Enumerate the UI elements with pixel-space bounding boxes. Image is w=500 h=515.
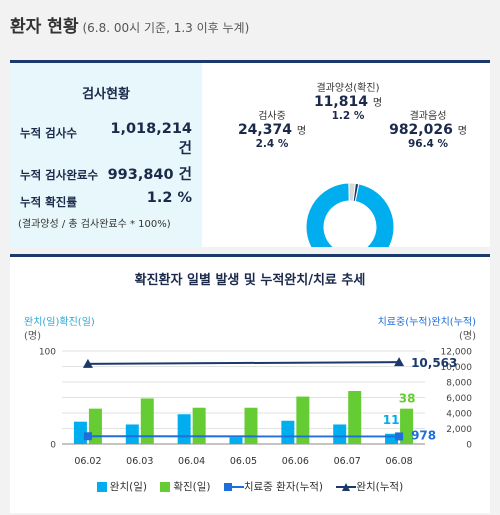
cumulative-tests-value: 1,018,214 건 — [110, 121, 192, 158]
bar-recovered-daily — [125, 424, 139, 444]
right-axis-unit: (명) — [458, 331, 476, 342]
label-treating-cumulative-last: 978 — [411, 428, 436, 442]
negative-value: 982,026 — [389, 122, 453, 138]
legend-treating-cumulative: 치료중 환자(누적) — [223, 479, 324, 494]
marker-treating — [83, 432, 92, 441]
legend-recovered-daily: 완치(일) — [96, 479, 147, 494]
negative-pct: 96.4 % — [407, 138, 449, 150]
completed-tests-label: 누적 검사완료수 — [20, 168, 99, 182]
bar-recovered-daily — [333, 424, 347, 444]
legend-swatch — [160, 481, 171, 492]
bar-confirmed-daily — [296, 396, 310, 444]
positive-rate-label: 누적 확진률 — [20, 195, 77, 209]
pie-label-testing: 검사중 24,374 명 2.4 % — [232, 107, 312, 150]
pie-label-positive: 결과양성(확진) 11,814 명 1.2 % — [298, 79, 398, 122]
completed-tests-value: 993,840 건 — [107, 167, 192, 183]
pie-label-negative: 결과음성 982,026 명 96.4 % — [378, 107, 478, 150]
bar-confirmed-daily — [348, 390, 362, 444]
marker-recovered — [82, 358, 93, 368]
testing-label: 검사중 — [258, 111, 286, 122]
positive-label: 결과양성(확진) — [316, 83, 380, 94]
bar-confirmed-daily — [192, 407, 206, 444]
right-tick-label: 4,000 — [446, 410, 472, 420]
x-tick-label: 06.05 — [230, 456, 257, 467]
negative-unit: 명 — [457, 126, 467, 137]
bar-confirmed-daily — [88, 408, 102, 444]
legend-text: 완치(일) — [109, 481, 147, 493]
testing-value: 24,374 — [237, 122, 292, 138]
left-tick-label: 0 — [50, 441, 56, 451]
legend-text: 치료중 환자(누적) — [243, 481, 324, 493]
testing-unit: 명 — [296, 126, 307, 137]
positive-rate-value: 1.2 % — [146, 190, 192, 206]
x-tick-label: 06.07 — [334, 456, 361, 467]
right-tick-label: 0 — [466, 441, 472, 451]
chart-legend: 완치(일) 확진(일) 치료중 환자(누적) 완치(누적) — [10, 479, 490, 495]
test-status-box: 검사현황 누적 검사수 1,018,214 건 누적 검사완료수 993,840… — [10, 63, 202, 247]
positive-pct: 1.2 % — [331, 110, 365, 122]
donut-slice-negative — [305, 182, 395, 247]
bar-recovered-daily — [177, 414, 191, 444]
chart-title: 확진환자 일별 발생 및 누적완치/치료 추세 — [134, 273, 366, 288]
legend-swatch — [223, 482, 244, 491]
legend-text: 확진(일) — [173, 481, 211, 493]
test-result-donut-chart — [305, 182, 395, 247]
x-tick-label: 06.06 — [282, 456, 309, 467]
negative-label: 결과음성 — [409, 111, 447, 122]
marker-treating — [395, 432, 404, 441]
page-title: 환자 현황 — [10, 17, 79, 37]
page-subtitle: (6.8. 00시 기준, 1.3 이후 누계) — [82, 21, 250, 35]
legend-swatch — [336, 482, 357, 491]
bar-confirmed-daily — [400, 408, 414, 444]
bar-confirmed-daily — [140, 398, 154, 444]
right-axis-label: 치료중(누적)완치(누적) — [377, 317, 476, 328]
testing-pct: 2.4 % — [255, 138, 289, 150]
bar-recovered-daily — [385, 433, 399, 444]
positive-value: 11,814 — [313, 94, 368, 110]
positive-unit: 명 — [372, 98, 383, 109]
right-tick-label: 2,000 — [446, 425, 472, 435]
legend-confirmed-daily: 확진(일) — [160, 479, 211, 494]
trend-panel: 확진환자 일별 발생 및 누적완치/치료 추세 완치(일)확진(일) (명) 치… — [10, 254, 490, 513]
right-tick-label: 12,000 — [441, 348, 473, 358]
label-confirmed-last: 38 — [399, 392, 416, 406]
bar-recovered-daily — [281, 420, 295, 444]
legend-text: 완치(누적) — [356, 481, 404, 493]
bar-recovered-daily — [229, 437, 243, 444]
left-tick-label: 100 — [39, 348, 56, 358]
positive-rate-note: (결과양성 / 총 검사완료수 * 100%) — [18, 219, 171, 230]
cumulative-tests-number: 1,018,214 — [110, 121, 192, 137]
right-tick-label: 10,000 — [441, 363, 473, 373]
left-axis-label: 완치(일)확진(일) — [24, 317, 95, 328]
bar-recovered-daily — [73, 421, 87, 444]
label-recovered-cumulative-last: 10,563 — [411, 356, 457, 370]
x-tick-label: 06.03 — [126, 456, 153, 467]
x-tick-label: 06.02 — [74, 456, 101, 467]
left-axis-unit: (명) — [24, 331, 42, 342]
test-status-title: 검사현황 — [82, 87, 130, 102]
x-tick-label: 06.08 — [385, 456, 412, 467]
cumulative-tests-unit: 건 — [178, 141, 192, 157]
line-recovered-cumulative — [87, 361, 400, 365]
legend-swatch — [96, 481, 107, 492]
legend-recovered-cumulative: 완치(누적) — [336, 479, 403, 494]
label-recovered-last: 11 — [383, 413, 400, 427]
status-panel: 검사현황 누적 검사수 1,018,214 건 누적 검사완료수 993,840… — [10, 60, 490, 247]
trend-chart: 0 2,000 4,000 6,000 8,000 10,000 12,000 0 100 06.… — [39, 348, 473, 468]
x-tick-label: 06.04 — [178, 456, 205, 467]
donut-slice-positive — [352, 182, 360, 203]
page-header: 환자 현황 (6.8. 00시 기준, 1.3 이후 누계) — [10, 12, 249, 37]
bar-confirmed-daily — [244, 407, 258, 444]
cumulative-tests-label: 누적 검사수 — [20, 126, 77, 140]
right-tick-label: 6,000 — [446, 394, 472, 404]
marker-recovered — [394, 357, 405, 367]
right-tick-label: 8,000 — [446, 379, 472, 389]
